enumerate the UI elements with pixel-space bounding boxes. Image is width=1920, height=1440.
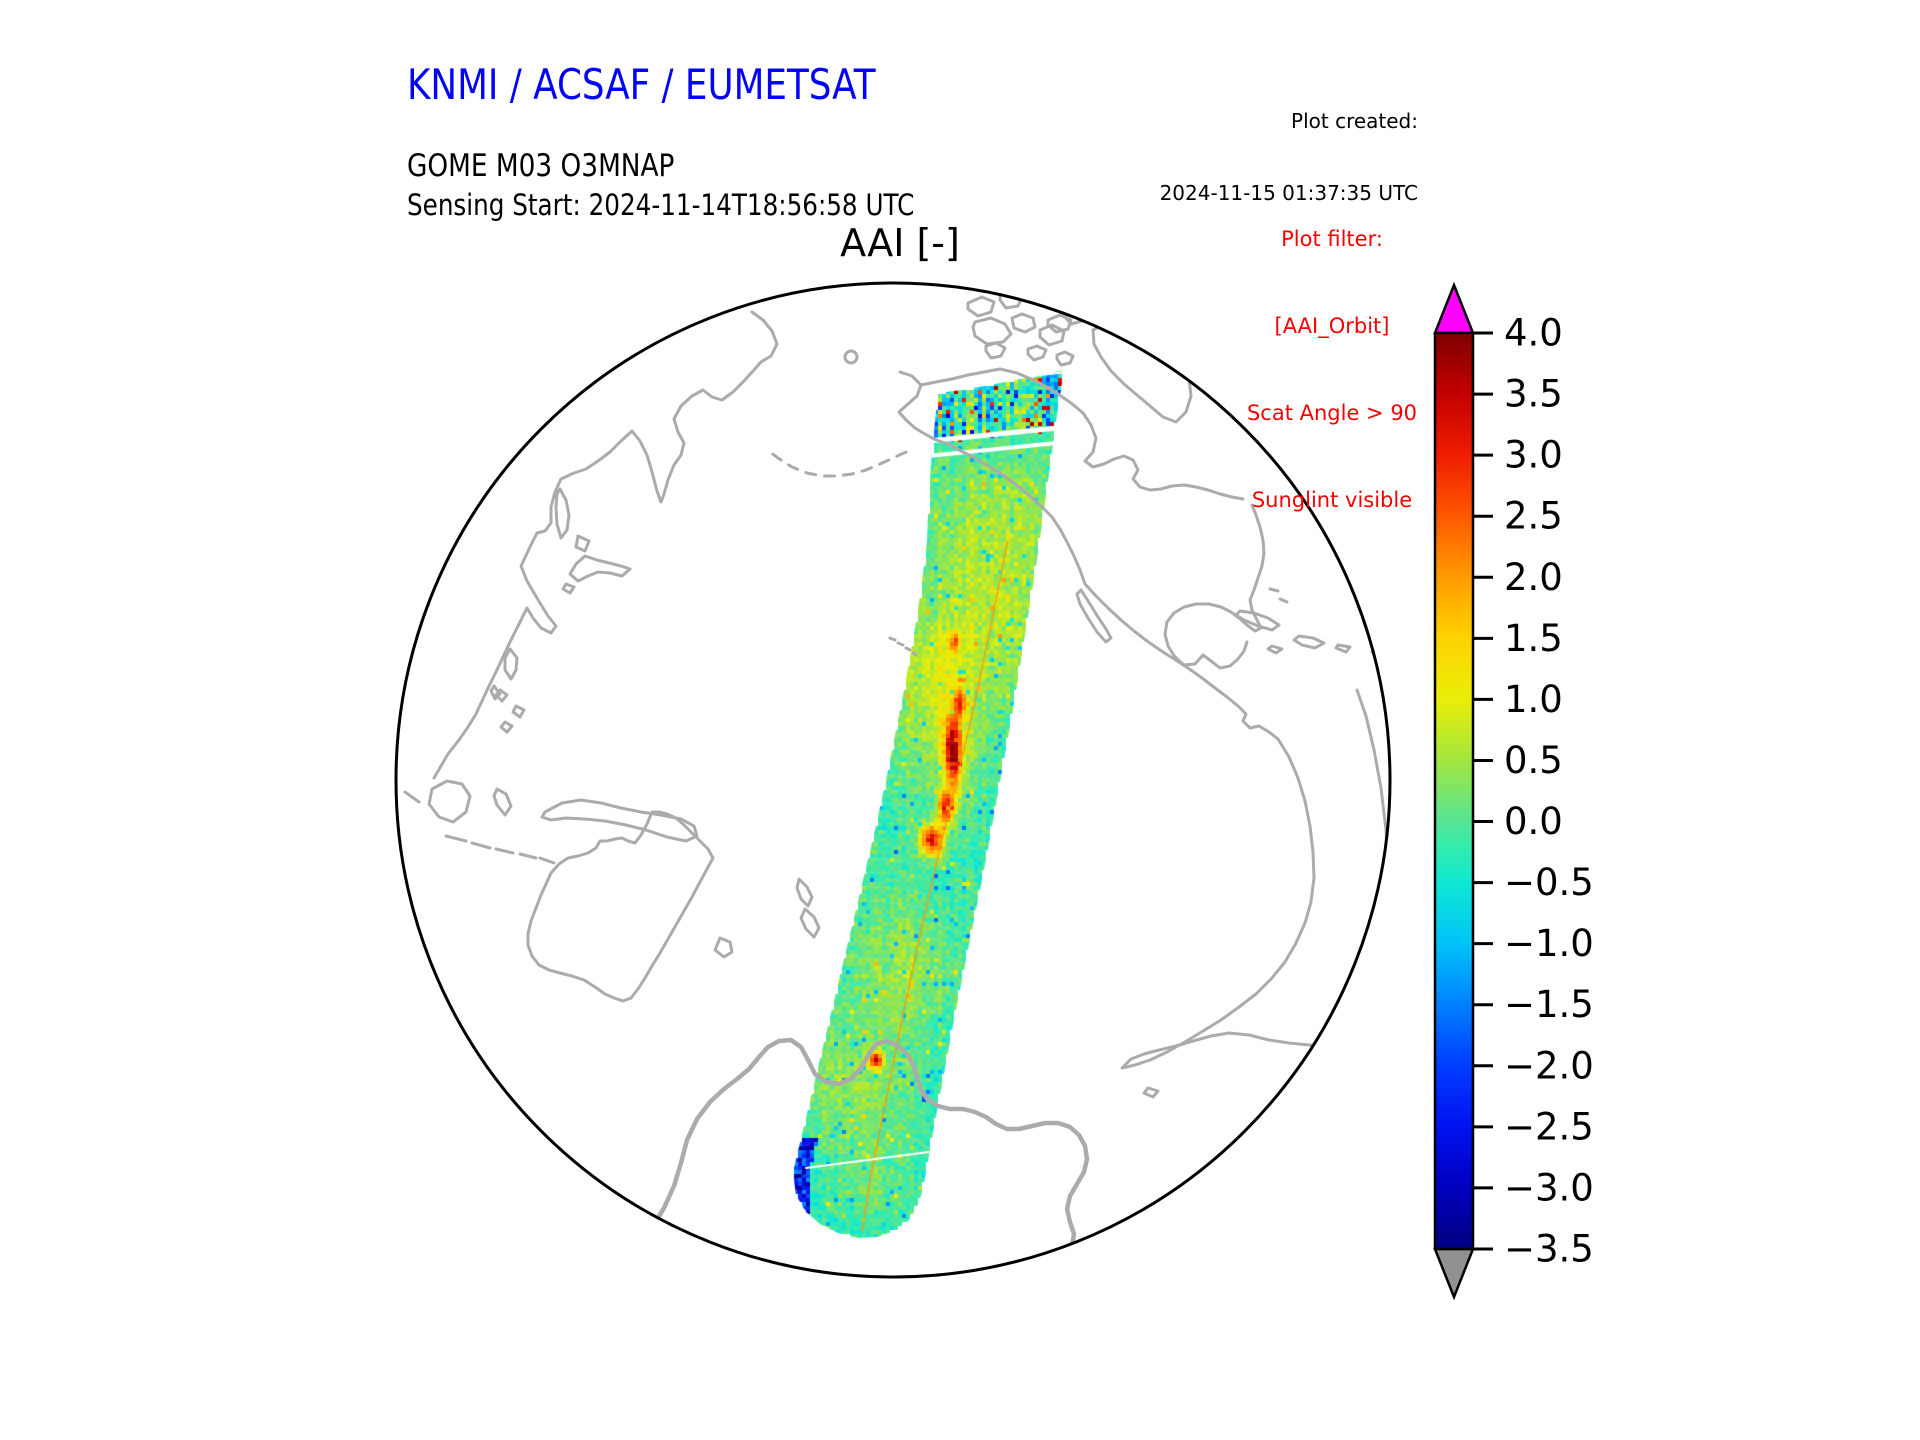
colorbar-tick-label: 0.0 (1504, 800, 1563, 843)
coastline-antarctica (633, 1037, 1090, 1277)
coastline-alaska-north-america (897, 367, 1280, 741)
plot-filter-line: Plot filter: (1281, 227, 1383, 251)
coastline-australia (526, 810, 734, 1003)
colorbar-tick-label: 3.5 (1504, 373, 1563, 416)
plot-created-value: 2024-11-15 01:37:35 UTC (1159, 181, 1418, 205)
globe-outline (394, 281, 1392, 1279)
coastline-northeast-asia (432, 310, 779, 780)
colorbar-tick-label: 4.0 (1504, 312, 1563, 355)
colorbar-bar (1433, 331, 1475, 1251)
colorbar-tick-label: −2.0 (1504, 1044, 1594, 1087)
coastline-south-america (1120, 688, 1390, 1099)
coastline-indonesia-newguinea (403, 779, 699, 865)
colorbar-tick-label: −0.5 (1504, 861, 1594, 904)
plot-filter-line: Scat Angle > 90 (1246, 401, 1418, 425)
colorbar-tick-label: −3.0 (1504, 1166, 1594, 1209)
colorbar: 4.0 3.5 3.0 2.5 2.0 1.5 1.0 0.5 0.0 −0.5 −1.0 −1.5 −… (1433, 281, 1594, 1301)
coastline-caribbean (1234, 587, 1390, 700)
colorbar-tick-label: 3.0 (1504, 434, 1563, 477)
plot-filter-line: Sunglint visible (1251, 488, 1413, 512)
colorbar-tick-label: −1.5 (1504, 983, 1594, 1026)
coastline-philippines-taiwan (489, 647, 526, 734)
colorbar-tick-label: 2.5 (1504, 495, 1563, 538)
product-name: GOME M03 O3MNAP (407, 148, 675, 184)
plot-filter-line: [AAI_Orbit] (1274, 314, 1390, 338)
colorbar-tick-label: 1.0 (1504, 678, 1563, 721)
colorbar-ticks: 4.0 3.5 3.0 2.5 2.0 1.5 1.0 0.5 0.0 −0.5 −1.0 −1.5 −… (1473, 312, 1594, 1271)
colorbar-tick-label: 0.5 (1504, 739, 1563, 782)
coastline-hawaii (888, 636, 918, 657)
colorbar-tick-label: −1.0 (1504, 922, 1594, 965)
plot-filter-block: Plot filter: [AAI_Orbit] Scat Angle > 90… (1132, 167, 1532, 573)
colorbar-tick-label: −2.5 (1504, 1105, 1594, 1148)
colorbar-under-arrow (1433, 1247, 1475, 1301)
colorbar-tick-label: 2.0 (1504, 556, 1563, 599)
colorbar-tick-label: −3.5 (1504, 1228, 1594, 1271)
plot-created-block: Plot created: 2024-11-15 01:37:35 UTC (1018, 61, 1418, 253)
map-title: AAI [-] (840, 221, 960, 265)
brand-title: KNMI / ACSAF / EUMETSAT (407, 60, 876, 109)
coastline-chukotka-lake (843, 349, 859, 365)
sensing-start: Sensing Start: 2024-11-14T18:56:58 UTC (407, 188, 915, 222)
plot-created-label: Plot created: (1291, 109, 1418, 133)
coastline-aleutian-islands (764, 447, 908, 478)
colorbar-tick-label: 1.5 (1504, 617, 1563, 660)
coastline-new-zealand (795, 877, 821, 939)
